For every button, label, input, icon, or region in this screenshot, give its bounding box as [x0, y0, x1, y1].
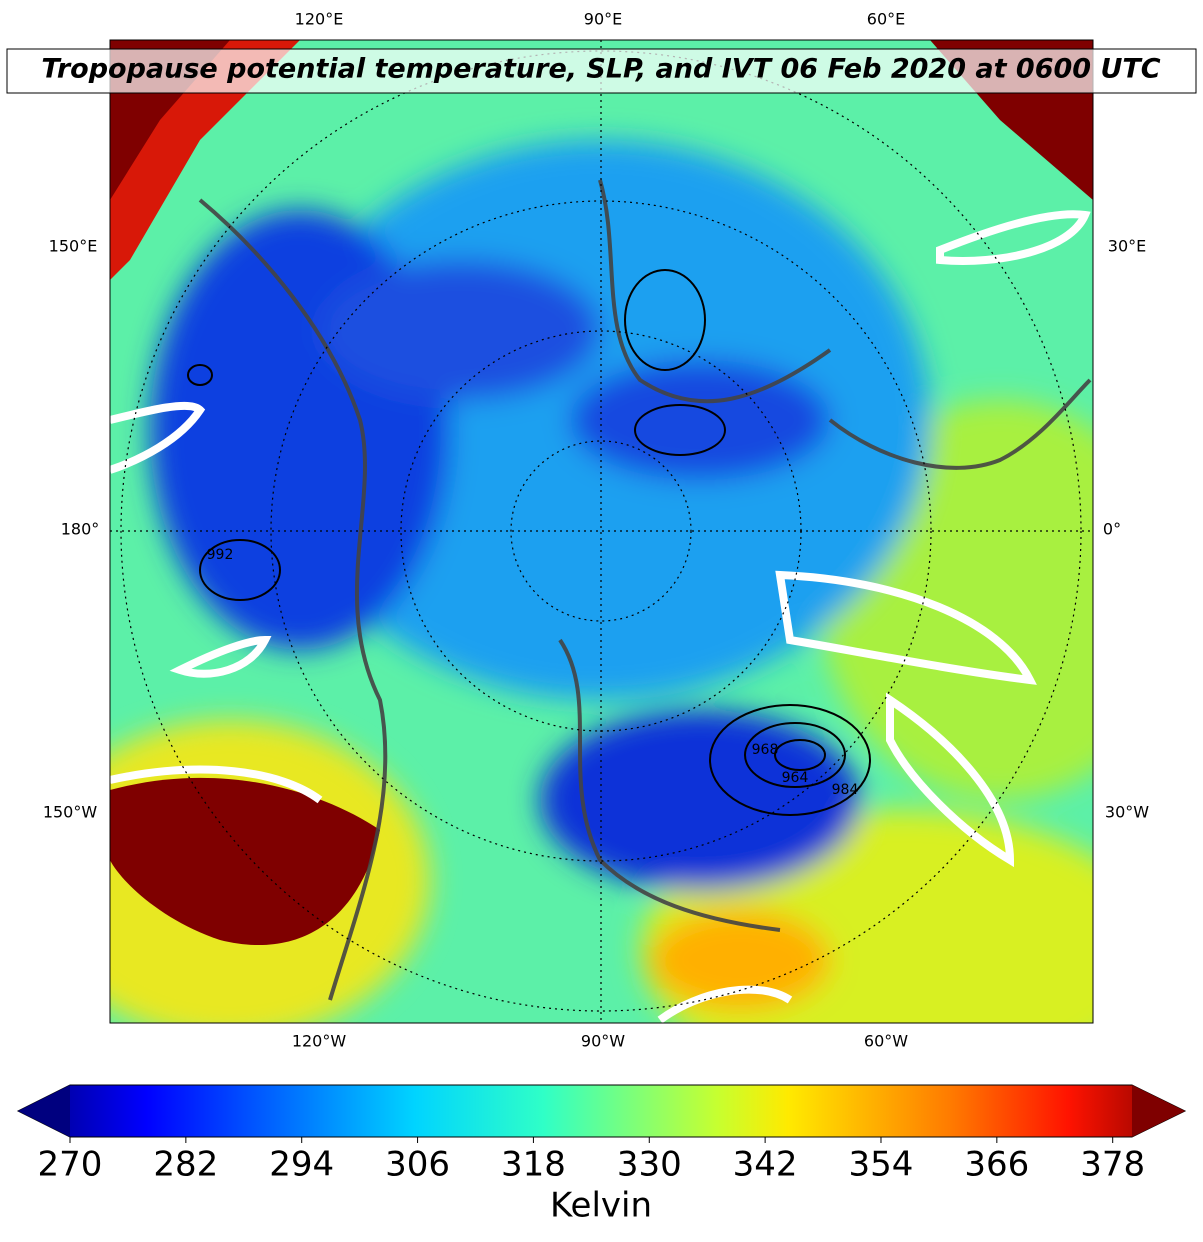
- colorbar-tick-label: 294: [269, 1145, 334, 1185]
- colorbar-tick-label: 306: [385, 1145, 450, 1185]
- contour-label: 964: [782, 770, 809, 786]
- map: [110, 40, 1093, 1023]
- contour-label: 968: [752, 742, 779, 758]
- longitude-label: 90°W: [581, 1032, 625, 1051]
- longitude-label: 120°E: [295, 10, 344, 29]
- longitude-label: 60°E: [867, 10, 905, 29]
- colorbar-tick-label: 318: [501, 1145, 566, 1185]
- longitude-label: 0°: [1103, 520, 1121, 539]
- colorbar-tick-label: 330: [617, 1145, 682, 1185]
- colorbar-tick-label: 342: [733, 1145, 798, 1185]
- longitude-label: 30°W: [1105, 803, 1149, 822]
- longitude-label: 90°E: [584, 10, 622, 29]
- longitude-label: 180°: [61, 520, 100, 539]
- longitude-label: 30°E: [1108, 237, 1146, 256]
- title: Tropopause potential temperature, SLP, a…: [41, 54, 1160, 85]
- colorbar-tick-label: 354: [849, 1145, 914, 1185]
- longitude-label: 60°W: [864, 1032, 908, 1051]
- colorbar-tick-label: 282: [153, 1145, 218, 1185]
- contour-label: 992: [207, 547, 234, 563]
- longitude-label: 150°E: [49, 237, 98, 256]
- title-box: [6, 48, 1197, 94]
- colorbar-tick-label: 366: [964, 1145, 1029, 1185]
- colorbar-label: Kelvin: [550, 1186, 652, 1226]
- colorbar-tick-label: 378: [1080, 1145, 1145, 1185]
- contour-label: 984: [832, 782, 859, 798]
- longitude-label: 150°W: [43, 803, 98, 822]
- longitude-label: 120°W: [292, 1032, 347, 1051]
- colorbar-tick-label: 270: [38, 1145, 103, 1185]
- colorbar: [16, 1084, 1187, 1138]
